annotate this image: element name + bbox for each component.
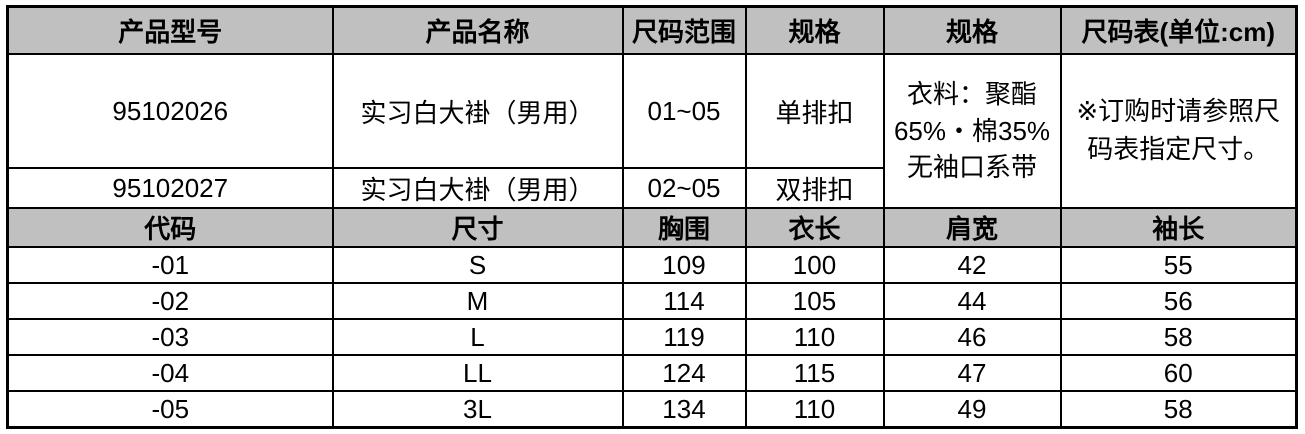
cell-sleeve: 55: [1059, 246, 1298, 284]
note-line-2: 码表指定尺寸。: [1087, 134, 1270, 164]
cell-code: -03: [6, 318, 334, 356]
cell-length: 115: [744, 354, 885, 392]
cell-chest: 109: [621, 246, 747, 284]
header-shoulder: 肩宽: [882, 207, 1062, 248]
cell-sleeve: 58: [1059, 390, 1298, 429]
cell-size: S: [331, 246, 624, 284]
material-line-1: 衣料：聚酯: [906, 79, 1037, 110]
cell-length: 100: [744, 246, 885, 284]
cell-chest: 119: [621, 318, 747, 356]
size-header-row: 代码 尺寸 胸围 衣长 肩宽 袖长: [6, 207, 1298, 248]
cell-model: 95102027: [6, 167, 334, 209]
cell-shoulder: 47: [882, 354, 1062, 392]
product-size-table: 产品型号 产品名称 尺码范围 规格 规格 尺码表(单位:cm) 95102026…: [6, 5, 1298, 429]
material-line-3: 无袖口系带: [906, 152, 1037, 183]
cell-name: 实习白大褂（男用）: [331, 167, 624, 209]
cell-chest: 134: [621, 390, 747, 429]
header-size-range: 尺码范围: [621, 5, 747, 55]
header-code: 代码: [6, 207, 334, 248]
cell-shoulder: 49: [882, 390, 1062, 429]
product-row: 95102027 实习白大褂（男用） 02~05 双排扣: [6, 167, 1297, 209]
header-spec-button: 规格: [744, 5, 885, 55]
cell-spec: 单排扣: [744, 53, 885, 169]
cell-sleeve: 58: [1059, 318, 1298, 356]
header-chest: 胸围: [621, 207, 747, 248]
note-line-1: ※订购时请参照尺: [1076, 96, 1281, 127]
product-header-row: 产品型号 产品名称 尺码范围 规格 规格 尺码表(单位:cm): [6, 5, 1298, 55]
cell-size: L: [331, 318, 624, 356]
cell-chest: 114: [621, 282, 747, 320]
size-row: -03 L 119 110 46 58: [6, 318, 1298, 356]
cell-length: 105: [744, 282, 885, 320]
cell-shoulder: 46: [882, 318, 1062, 356]
size-row: -01 S 109 100 42 55: [6, 246, 1298, 284]
cell-code: -01: [6, 246, 334, 284]
cell-shoulder: 44: [882, 282, 1062, 320]
header-size: 尺寸: [331, 207, 624, 248]
size-row: -02 M 114 105 44 56: [6, 282, 1298, 320]
cell-size-range: 02~05: [621, 167, 747, 209]
product-row: 95102026 实习白大褂（男用） 01~05 单排扣 衣料：聚酯 65%・棉…: [6, 53, 1298, 209]
cell-material-spec: 衣料：聚酯 65%・棉35% 无袖口系带: [882, 53, 1062, 209]
cell-length: 110: [744, 390, 885, 429]
cell-code: -05: [6, 390, 334, 429]
header-spec-material: 规格: [882, 5, 1062, 55]
header-length: 衣长: [744, 207, 885, 248]
cell-size: M: [331, 282, 624, 320]
size-row: -04 LL 124 115 47 60: [6, 354, 1298, 392]
cell-length: 110: [744, 318, 885, 356]
cell-code: -02: [6, 282, 334, 320]
cell-sleeve: 56: [1059, 282, 1298, 320]
cell-model: 95102026: [6, 53, 334, 169]
cell-shoulder: 42: [882, 246, 1062, 284]
cell-size: LL: [331, 354, 624, 392]
header-sleeve: 袖长: [1059, 207, 1298, 248]
cell-code: -04: [6, 354, 334, 392]
cell-size-range: 01~05: [621, 53, 747, 169]
cell-chest: 124: [621, 354, 747, 392]
cell-order-note: ※订购时请参照尺 码表指定尺寸。: [1059, 53, 1298, 209]
size-row: -05 3L 134 110 49 58: [6, 390, 1298, 429]
header-product-model: 产品型号: [6, 5, 334, 55]
cell-spec: 双排扣: [744, 167, 885, 209]
cell-name: 实习白大褂（男用）: [331, 53, 624, 169]
cell-sleeve: 60: [1059, 354, 1298, 392]
header-size-chart: 尺码表(单位:cm): [1059, 5, 1298, 55]
header-product-name: 产品名称: [331, 5, 624, 55]
cell-size: 3L: [331, 390, 624, 429]
material-line-2: 65%・棉35%: [893, 115, 1051, 146]
